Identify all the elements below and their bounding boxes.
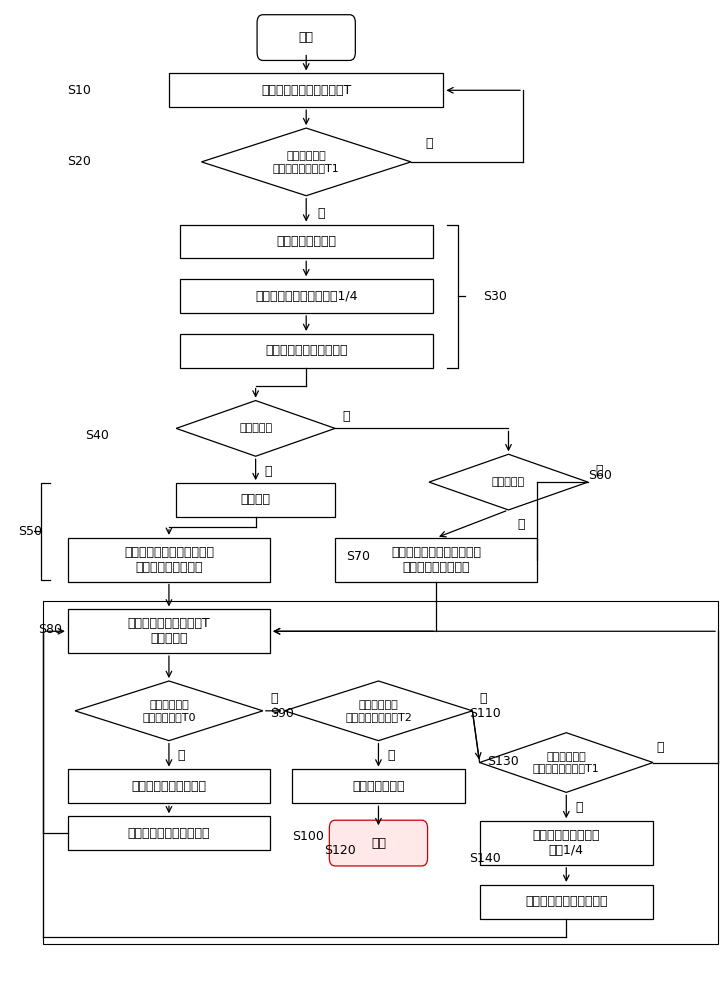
Bar [480,821,653,865]
Bar [68,609,270,653]
Polygon shape [176,401,335,456]
Text: 是: 是 [264,465,272,478]
Bar [68,538,270,582]
Text: 否: 否 [342,410,350,423]
Polygon shape [285,681,472,741]
Text: 开始: 开始 [298,31,314,44]
Text: S130: S130 [487,755,518,768]
Bar [335,538,537,582]
Text: 是否大于过热
保护第二预设温度T2: 是否大于过热 保护第二预设温度T2 [345,700,412,722]
Text: 结束: 结束 [371,837,386,850]
Text: 否: 否 [596,464,603,477]
FancyBboxPatch shape [329,820,427,866]
Text: 是否加速中: 是否加速中 [239,423,272,433]
Bar [180,225,432,258]
Text: 否: 否 [657,741,664,754]
Text: 生成并根据第一速度运行曲
线减速至最近层停车: 生成并根据第一速度运行曲 线减速至最近层停车 [124,546,214,574]
Polygon shape [75,681,263,741]
Text: 否: 否 [480,692,487,705]
Text: 恢复载波频率至预设值: 恢复载波频率至预设值 [132,780,207,793]
Text: S90: S90 [270,707,294,720]
Text: 是否匀速中: 是否匀速中 [492,477,525,487]
Text: 否: 否 [425,137,433,150]
Text: S120: S120 [324,844,356,857]
Text: S140: S140 [469,851,501,864]
Text: 是否大于过热
保护第一预设温度T1: 是否大于过热 保护第一预设温度T1 [533,752,600,773]
Text: 两相调制恢复至三相调制: 两相调制恢复至三相调制 [127,827,210,840]
Text: 对变频器功率器件温度T
进行再检测: 对变频器功率器件温度T 进行再检测 [127,617,210,645]
Text: S100: S100 [292,830,324,843]
Text: S110: S110 [469,707,501,720]
Bar [176,483,335,517]
Text: 是: 是 [317,207,325,220]
Text: 否: 否 [270,692,277,705]
Text: S50: S50 [18,525,42,538]
Polygon shape [202,128,411,196]
Bar [169,73,443,107]
Polygon shape [429,454,588,510]
Bar [180,279,432,313]
Text: 降低载波频率至预设值的1/4: 降低载波频率至预设值的1/4 [255,290,357,303]
Text: 三相调制切换至两相调制: 三相调制切换至两相调制 [265,344,347,357]
Bar [480,885,653,919]
Text: S40: S40 [84,429,108,442]
Text: 生成并根据第二速度运行曲
线减速至最近层停车: 生成并根据第二速度运行曲 线减速至最近层停车 [391,546,481,574]
Text: 是否大于过热
保护第一预设温度T1: 是否大于过热 保护第一预设温度T1 [273,151,339,173]
Text: 是: 是 [517,518,525,531]
Text: S80: S80 [38,623,62,636]
Text: S10: S10 [67,84,90,97]
Polygon shape [480,733,653,792]
Bar [68,816,270,850]
Text: S20: S20 [67,155,90,168]
Text: S30: S30 [483,290,507,303]
Text: 进入过热运行模式: 进入过热运行模式 [276,235,336,248]
Text: 调制方式设置为两相调制: 调制方式设置为两相调制 [525,895,608,908]
Bar [68,769,270,803]
Text: 是: 是 [575,801,582,814]
Text: 停止加速: 停止加速 [241,493,271,506]
Text: S60: S60 [588,469,612,482]
Text: 载波频率设置为预设
值的1/4: 载波频率设置为预设 值的1/4 [533,829,600,857]
FancyBboxPatch shape [257,15,355,60]
Text: 是: 是 [387,749,395,762]
Text: 是否小于过热
恢复预设温度T0: 是否小于过热 恢复预设温度T0 [142,700,196,722]
Text: 停止变频器输出: 停止变频器输出 [352,780,405,793]
Bar [292,769,465,803]
Bar [180,334,432,368]
Text: 检测变频器功率器件温度T: 检测变频器功率器件温度T [261,84,352,97]
Text: S70: S70 [346,550,370,563]
Text: 是: 是 [178,749,185,762]
Bar [42,601,718,944]
